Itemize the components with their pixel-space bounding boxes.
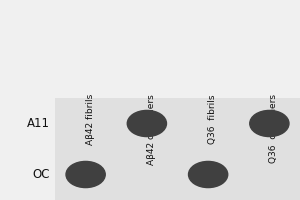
Text: Q36  oligomers: Q36 oligomers bbox=[269, 94, 278, 163]
Text: Aβ42 fibrils: Aβ42 fibrils bbox=[85, 94, 94, 145]
Text: Q36  fibrils: Q36 fibrils bbox=[208, 94, 217, 144]
Text: Aβ42 oligomers: Aβ42 oligomers bbox=[147, 94, 156, 165]
Text: A11: A11 bbox=[27, 117, 50, 130]
FancyBboxPatch shape bbox=[55, 98, 300, 200]
Circle shape bbox=[66, 161, 105, 188]
Circle shape bbox=[127, 110, 167, 137]
Text: OC: OC bbox=[32, 168, 50, 181]
Circle shape bbox=[188, 161, 228, 188]
Circle shape bbox=[250, 110, 289, 137]
